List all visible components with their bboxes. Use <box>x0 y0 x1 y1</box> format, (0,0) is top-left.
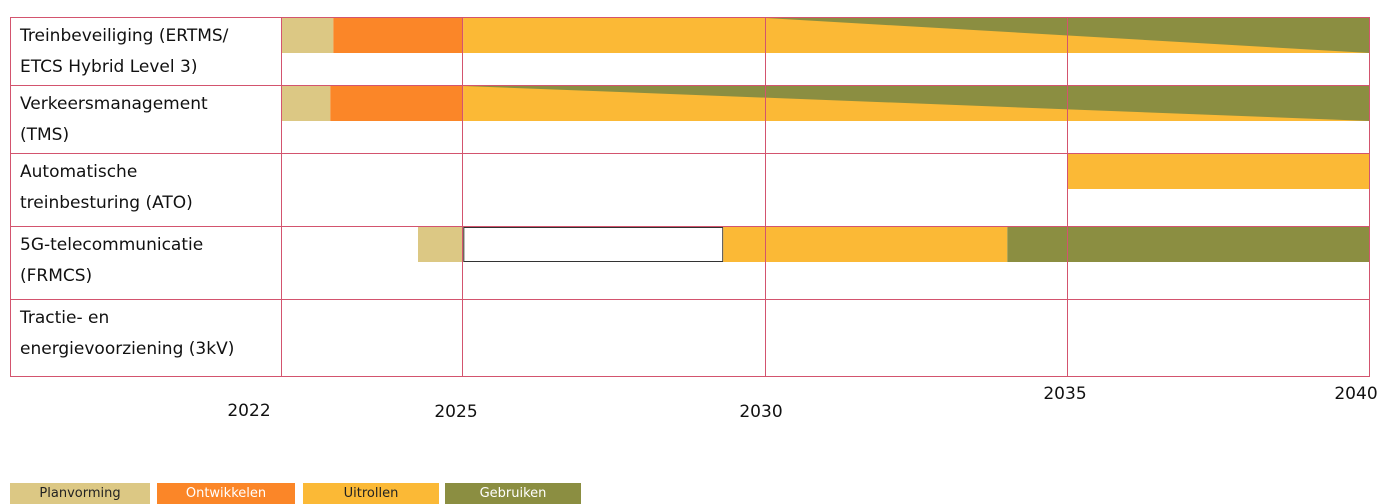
row-label: Verkeersmanagement (TMS) <box>20 94 208 145</box>
bar-planvorming <box>282 86 331 121</box>
bar-uitrollen <box>1067 154 1370 189</box>
tick-label: 2040 <box>1334 384 1378 404</box>
bar-uitrollen <box>723 227 1008 262</box>
tick-label: 2035 <box>1043 384 1087 404</box>
row-label: Treinbeveiliging (ERTMS/ ETCS Hybrid Lev… <box>20 26 229 77</box>
bar-ontwikkelen <box>330 86 464 121</box>
row-label: 5G-telecommunicatie (FRMCS) <box>20 235 204 286</box>
bar-empty <box>463 227 724 262</box>
bar-transition-gebruiken <box>463 86 1370 121</box>
tick-label: 2025 <box>434 402 478 422</box>
legend-item: Uitrollen <box>303 483 439 504</box>
bar-planvorming <box>418 227 464 262</box>
bar-planvorming <box>282 18 334 53</box>
legend-item: Ontwikkelen <box>157 483 295 504</box>
legend-item: Gebruiken <box>445 483 581 504</box>
row-label: Tractie- en energievoorziening (3kV) <box>20 308 235 359</box>
row-label: Automatische treinbesturing (ATO) <box>20 162 193 213</box>
tick-label: 2022 <box>227 401 271 421</box>
legend-item: Planvorming <box>10 483 150 504</box>
tick-label: 2030 <box>739 402 783 422</box>
bar-ontwikkelen <box>333 18 464 53</box>
bar-gebruiken <box>1007 227 1370 262</box>
